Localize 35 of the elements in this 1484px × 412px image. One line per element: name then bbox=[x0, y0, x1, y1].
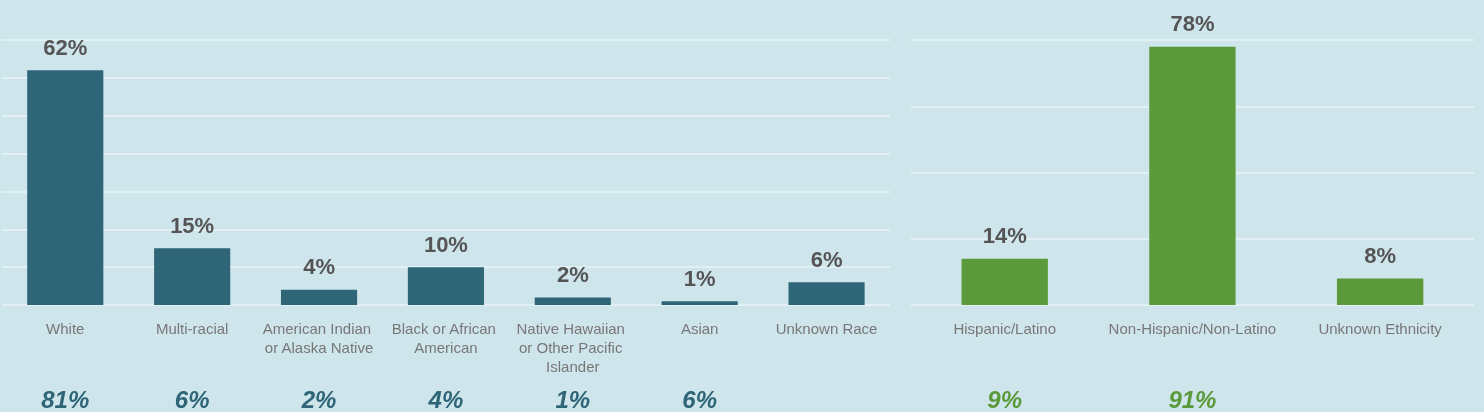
x-tick-label: Unknown Ethnicity bbox=[1318, 320, 1443, 337]
data-label: 15% bbox=[170, 212, 215, 238]
x-tick-label: Multi-racial bbox=[155, 320, 229, 337]
text: 4% bbox=[427, 385, 464, 412]
x-tick-label: Black or African American bbox=[391, 320, 501, 356]
text: 6% bbox=[682, 385, 718, 412]
x-tick-label: Native Hawaiian or Other Pacific Islander bbox=[516, 320, 630, 375]
bar bbox=[280, 289, 358, 305]
bar bbox=[534, 297, 611, 305]
data-label: 6% bbox=[810, 246, 843, 272]
data-label: 8% bbox=[1364, 243, 1397, 268]
data-label: 1% bbox=[683, 265, 716, 291]
bar bbox=[661, 301, 738, 305]
text: 1% bbox=[555, 385, 591, 412]
data-label: 62% bbox=[43, 34, 88, 60]
data-label: 78% bbox=[1170, 11, 1215, 37]
x-tick-label: Asian bbox=[680, 320, 719, 337]
data-label: 2% bbox=[556, 261, 589, 287]
x-tick-label: Non-Hispanic/Non-Latino bbox=[1108, 320, 1277, 337]
x-tick-label: Hispanic/Latino bbox=[953, 320, 1056, 337]
x-tick-label: Unknown Race bbox=[775, 320, 878, 337]
text: 91% bbox=[1168, 385, 1217, 412]
data-label: 14% bbox=[982, 223, 1027, 249]
bar bbox=[788, 282, 865, 305]
text: 9% bbox=[987, 385, 1023, 412]
bar bbox=[154, 248, 231, 305]
data-label: 10% bbox=[423, 231, 468, 257]
data-label: 4% bbox=[303, 254, 335, 280]
text: 6% bbox=[174, 385, 210, 412]
text: 2% bbox=[300, 385, 337, 412]
x-tick-label: White bbox=[46, 320, 85, 337]
bar bbox=[407, 267, 484, 305]
x-tick-label: American Indian or Alaska Native bbox=[262, 320, 376, 356]
bar bbox=[27, 70, 104, 305]
text: 81% bbox=[41, 385, 90, 412]
